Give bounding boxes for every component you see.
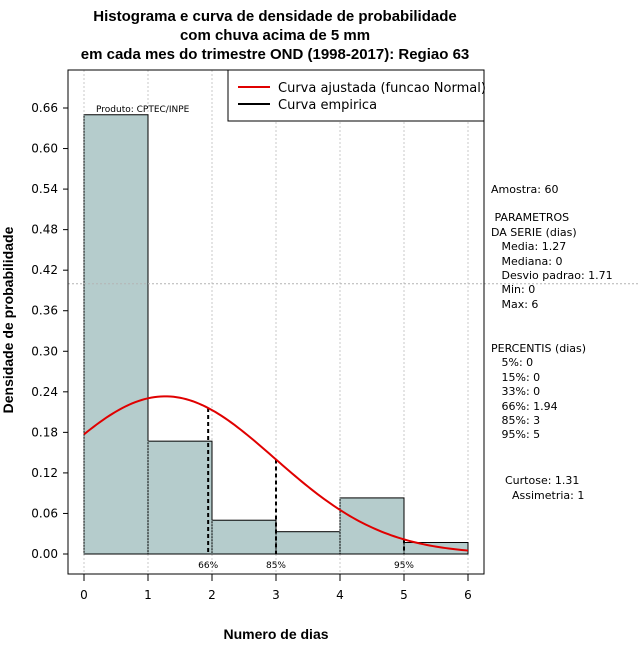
y-tick-label-5: 0.30 [31,344,58,358]
y-tick-label-3: 0.18 [31,425,58,439]
stat-mean: Media: 1.27 [491,240,566,253]
y-tick-label-7: 0.42 [31,263,58,277]
stat-p5: 5%: 0 [491,356,533,369]
x-axis-label: Numero de dias [223,626,328,642]
title-line-1: Histograma e curva de densidade de proba… [93,8,456,25]
stat-params-subheading: DA SERIE (dias) [491,226,577,239]
histogram-bars [83,114,469,555]
legend-box [227,69,485,122]
x-tick-label-3: 3 [272,588,280,602]
x-tick-label-6: 6 [464,588,472,602]
stat-p15: 15%: 0 [491,371,540,384]
histogram-bar-3 [275,531,341,555]
legend-label-empirical: Curva empirica [278,98,377,113]
stat-sample: Amostra: 60 [491,183,558,196]
y-tick-label-6: 0.36 [31,304,58,318]
x-tick-label-5: 5 [400,588,408,602]
histogram-bar-5 [403,542,469,555]
y-tick-label-9: 0.54 [31,182,58,196]
histogram-bar-2 [211,519,277,555]
histogram-bar-1 [147,440,213,555]
stat-max: Max: 6 [491,298,538,311]
stats-panel: Amostra: 60 PARAMETROS DA SERIE (dias) M… [491,183,613,502]
stat-p85: 85%: 3 [491,414,540,427]
percentile-lines: 66% 85% 95% [198,407,414,571]
y-tick-label-10: 0.60 [31,142,58,156]
stat-sd: Desvio padrao: 1.71 [491,269,613,282]
y-tick-label-8: 0.48 [31,223,58,237]
percentile-label-1: 85% [266,561,286,571]
stat-p95: 95%: 5 [491,428,540,441]
stat-kurtosis: Curtose: 1.31 [505,474,579,487]
x-tick-label-0: 0 [80,588,88,602]
histogram-bar-4 [339,497,405,555]
y-axis-label: Densidade de probabilidade [0,226,16,413]
stat-p66: 66%: 1.94 [491,400,558,413]
y-tick-label-1: 0.06 [31,506,58,520]
y-tick-label-2: 0.12 [31,466,58,480]
stat-params-heading: PARAMETROS [491,211,569,224]
x-tick-label-1: 1 [144,588,152,602]
x-tick-label-2: 2 [208,588,216,602]
y-axis: 0.00 0.06 0.12 0.18 0.24 0.30 0.36 0.42 0.48 0.54… [31,101,68,561]
stat-percentis-heading: PERCENTIS (dias) [491,342,586,355]
stat-p33: 33%: 0 [491,385,540,398]
stat-skewness: Assimetria: 1 [505,489,584,502]
title-line-2: com chuva acima de 5 mm [180,27,370,44]
x-tick-label-4: 4 [336,588,344,602]
x-axis: 0 1 2 3 4 5 6 [80,573,472,602]
percentile-label-2: 95% [394,561,414,571]
y-tick-label-11: 0.66 [31,101,58,115]
percentile-label-0: 66% [198,561,218,571]
legend-label-fit: Curva ajustada (funcao Normal) [278,81,486,96]
y-tick-label-4: 0.24 [31,385,58,399]
histogram-bar-0 [83,114,149,555]
chart-title: Histograma e curva de densidade de proba… [81,8,470,63]
normal-fit-curve [83,395,469,552]
title-line-3: em cada mes do trimestre OND (1998-2017)… [81,46,470,63]
product-label: Produto: CPTEC/INPE [96,105,190,115]
stat-median: Mediana: 0 [491,255,562,268]
legend: Curva ajustada (funcao Normal) Curva emp… [227,69,486,122]
y-tick-label-0: 0.00 [31,547,58,561]
stat-min: Min: 0 [491,283,535,296]
